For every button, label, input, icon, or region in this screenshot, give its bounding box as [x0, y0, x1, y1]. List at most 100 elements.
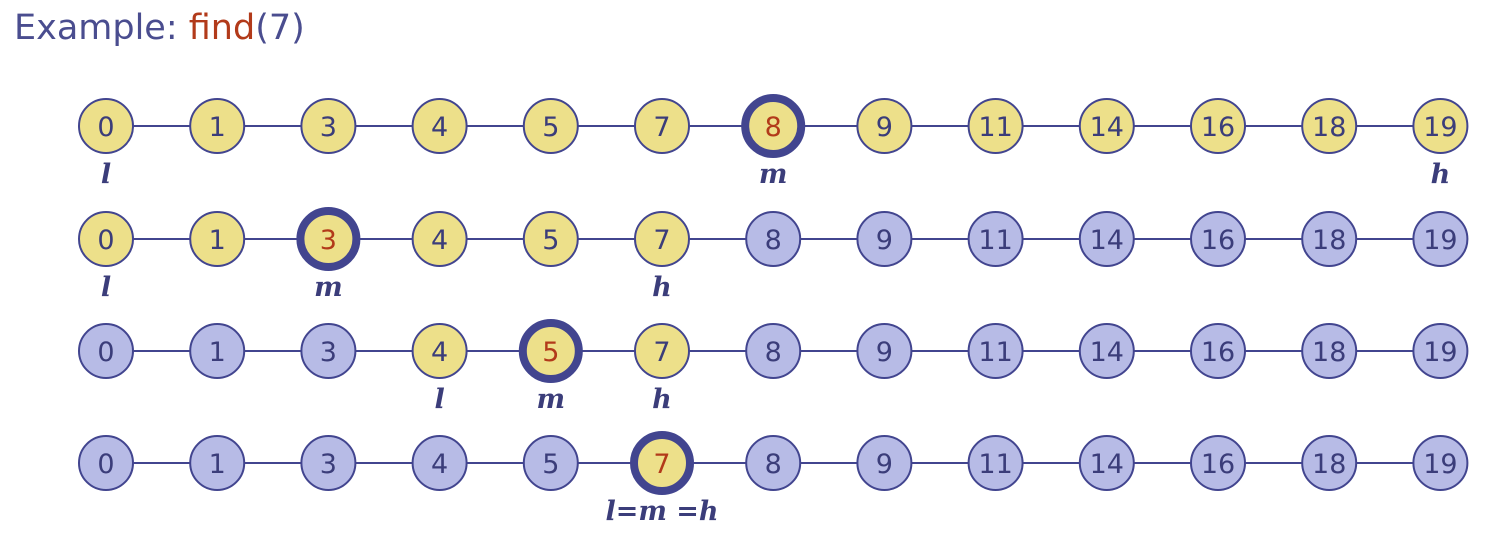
- array-node: 0: [78, 323, 134, 379]
- array-node: 18: [1301, 98, 1358, 154]
- array-node: 3: [300, 98, 357, 154]
- node-circle: [1078, 98, 1135, 154]
- node-circle: [1301, 323, 1358, 379]
- node-value: 3: [320, 225, 337, 256]
- node-circle: [411, 323, 468, 379]
- pointer-label: m: [537, 384, 566, 415]
- node-value: 8: [765, 112, 782, 143]
- node-value: 4: [431, 337, 448, 368]
- node-value: 14: [1090, 112, 1124, 143]
- node-circle: [411, 435, 468, 491]
- array-node: 4: [411, 435, 468, 491]
- node-value: 8: [765, 449, 782, 480]
- array-node: 0: [78, 435, 134, 491]
- array-node: 16: [1190, 211, 1246, 267]
- node-circle: [967, 98, 1024, 154]
- array-node: 4: [411, 323, 468, 379]
- array-node: 1: [189, 435, 246, 491]
- node-value: 11: [978, 337, 1012, 368]
- array-node: 9: [856, 435, 913, 491]
- node-value: 18: [1312, 225, 1346, 256]
- node-circle: [856, 323, 913, 379]
- array-node: 14: [1078, 435, 1135, 491]
- mid-node-circle: [518, 319, 583, 383]
- node-value: 11: [978, 112, 1012, 143]
- node-circle: [856, 435, 913, 491]
- array-node: 14: [1078, 211, 1135, 267]
- node-value: 7: [653, 337, 670, 368]
- node-value: 8: [765, 337, 782, 368]
- array-node: 11: [967, 323, 1024, 379]
- array-node: 1: [189, 211, 246, 267]
- node-circle: [522, 435, 579, 491]
- node-value: 14: [1090, 225, 1124, 256]
- node-circle: [522, 98, 579, 154]
- mid-node-circle: [296, 207, 361, 271]
- array-node: 19: [1412, 98, 1469, 154]
- pointer-label: l: [101, 159, 111, 190]
- array-row-3: 0 1 3 4 5 7 8 9 11 14 16 18 19 l m h: [78, 319, 1469, 415]
- array-row-2: 0 1 3 4 5 7 8 9 11 14 16 18 19 l m h: [78, 207, 1469, 303]
- mid-node-circle: [630, 431, 694, 495]
- title-function-name: find: [188, 8, 256, 48]
- node-circle: [78, 435, 134, 491]
- node-value: 16: [1201, 225, 1235, 256]
- page-title: Example: find(7): [14, 8, 305, 48]
- array-node: 3: [300, 435, 357, 491]
- node-circle: [856, 98, 913, 154]
- node-circle: [745, 323, 802, 379]
- pointer-label: h: [652, 272, 672, 303]
- pointer-label: l: [101, 272, 111, 303]
- array-node: 8: [745, 211, 802, 267]
- node-circle: [411, 98, 468, 154]
- node-value: 18: [1312, 449, 1346, 480]
- node-circle: [1078, 435, 1135, 491]
- array-node: 16: [1190, 435, 1246, 491]
- node-value: 5: [542, 112, 559, 143]
- array-node: 18: [1301, 435, 1358, 491]
- array-node: 8: [741, 94, 806, 158]
- array-node: 16: [1190, 323, 1246, 379]
- title-arguments: (7): [255, 8, 305, 48]
- node-circle: [1301, 211, 1358, 267]
- array-node: 16: [1190, 98, 1246, 154]
- node-value: 19: [1423, 337, 1457, 368]
- array-node: 9: [856, 323, 913, 379]
- node-value: 9: [876, 225, 893, 256]
- array-node: 3: [300, 323, 357, 379]
- node-circle: [1190, 435, 1246, 491]
- node-value: 16: [1201, 112, 1235, 143]
- node-value: 1: [209, 337, 226, 368]
- array-node: 19: [1412, 323, 1469, 379]
- node-circle: [967, 211, 1024, 267]
- array-node: 3: [296, 207, 361, 271]
- array-node: 11: [967, 98, 1024, 154]
- node-circle: [300, 323, 357, 379]
- node-value: 5: [542, 225, 559, 256]
- node-circle: [1412, 435, 1469, 491]
- node-value: 1: [209, 112, 226, 143]
- node-value: 9: [876, 112, 893, 143]
- node-circle: [745, 435, 802, 491]
- node-circle: [522, 211, 579, 267]
- node-value: 11: [978, 225, 1012, 256]
- pointer-label: h: [652, 384, 672, 415]
- node-circle: [1301, 98, 1358, 154]
- node-value: 8: [765, 225, 782, 256]
- array-node: 14: [1078, 323, 1135, 379]
- array-node: 19: [1412, 435, 1469, 491]
- array-node: 4: [411, 98, 468, 154]
- node-circle: [1190, 211, 1246, 267]
- array-node: 7: [630, 431, 694, 495]
- node-circle: [189, 98, 246, 154]
- node-value: 3: [320, 449, 337, 480]
- node-value: 14: [1090, 449, 1124, 480]
- array-node: 8: [745, 435, 802, 491]
- node-value: 5: [542, 449, 559, 480]
- node-value: 3: [320, 112, 337, 143]
- node-value: 16: [1201, 449, 1235, 480]
- node-value: 3: [320, 337, 337, 368]
- pointer-label: m: [314, 272, 343, 303]
- array-node: 5: [518, 319, 583, 383]
